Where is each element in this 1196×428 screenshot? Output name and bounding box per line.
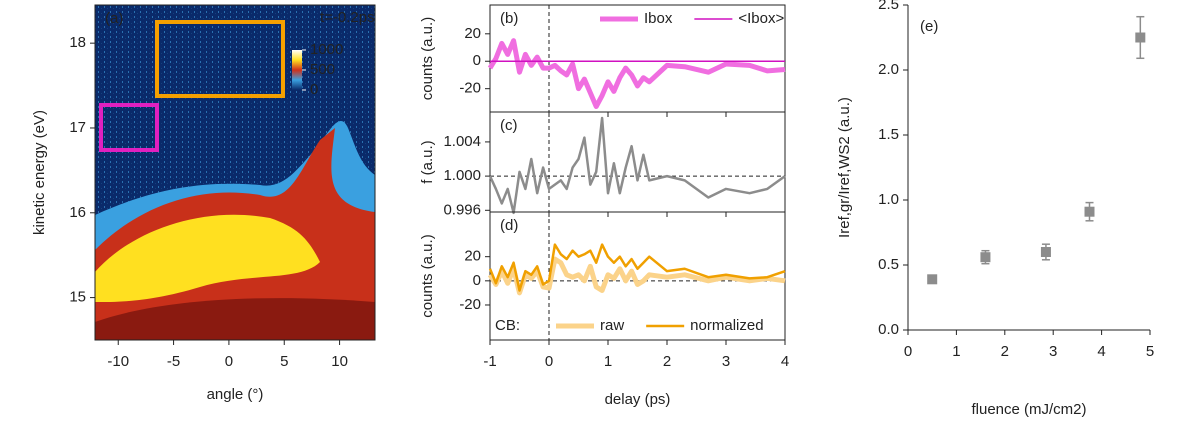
y-tick-label: 20 [464,248,481,265]
y-axis-label: kinetic energy (eV) [31,110,48,235]
x-tick-label: 2 [1001,343,1009,360]
x-tick-label: -5 [167,353,180,370]
legend-title: CB: [495,317,520,334]
x-tick-label: 10 [331,353,348,370]
point [980,252,991,263]
panel-label: (d) [500,217,518,234]
y-tick-label: 20 [464,25,481,42]
panel-label: (c) [500,117,518,134]
x-tick-label: 4 [1097,343,1105,360]
heatmap [95,5,375,340]
x-axis-label: fluence (mJ/cm2) [971,401,1086,418]
y-tick-label: 16 [69,204,86,221]
y-tick-label: 1.0 [878,191,899,208]
y-tick-label: 15 [69,289,86,306]
panel-label: (e) [920,18,938,35]
point [1040,247,1051,257]
point [1135,32,1146,43]
series-line [488,243,786,292]
x-axis-label: angle (°) [207,386,264,403]
x-tick-label: 3 [722,353,730,370]
colorbar [292,50,302,90]
y-tick-label: 0.0 [878,321,899,338]
axes [907,5,1150,331]
legend-label: <Ibox> [738,10,784,27]
x-axis-label: delay (ps) [605,391,671,408]
series-line [487,38,786,110]
plot-frame [489,111,786,213]
point [1084,206,1095,217]
y-axis-label: counts (a.u.) [419,17,436,100]
colorbar-label: 0 [310,81,318,98]
x-tick-label: 1 [604,353,612,370]
y-tick-label: 1.000 [443,167,481,184]
x-tick-label: -1 [483,353,496,370]
y-tick-label: 2.5 [878,0,899,13]
legend-label: Ibox [644,10,673,27]
series-line [488,116,786,215]
x-tick-label: 1 [952,343,960,360]
legend-label: normalized [690,317,763,334]
point [927,274,938,285]
x-tick-label: 0 [225,353,233,370]
x-tick-label: 5 [280,353,288,370]
x-tick-label: 4 [781,353,789,370]
y-tick-label: 1.004 [443,133,481,150]
colorbar-label: 500 [310,61,335,78]
y-axis-label: counts (a.u.) [419,234,436,317]
legend-label: raw [600,317,624,334]
y-tick-label: 18 [69,34,86,51]
y-tick-label: -20 [459,80,481,97]
x-tick-label: 5 [1146,343,1154,360]
panel-label: (a) [105,10,123,27]
y-tick-label: 0.5 [878,256,899,273]
x-tick-label: 0 [545,353,553,370]
x-tick-label: -10 [107,353,129,370]
y-tick-label: 1.5 [878,126,899,143]
y-axis-label: Iref,gr/Iref,WS2 (a.u.) [836,97,853,238]
x-tick-label: 2 [663,353,671,370]
roi-box [155,20,285,98]
colorbar-label: 1000 [310,41,343,58]
plot-frame [94,4,376,341]
panel-label: (b) [500,10,518,27]
x-tick-label: 3 [1049,343,1057,360]
annotation: t=-0.2ps [320,9,375,26]
y-tick-label: 0 [473,272,481,289]
y-tick-label: 0 [473,52,481,69]
y-tick-label: 17 [69,119,86,136]
y-axis-label: f (a.u.) [419,140,436,183]
x-tick-label: 0 [904,343,912,360]
reference-box [99,103,159,152]
y-tick-label: 2.0 [878,61,899,78]
y-tick-label: 0.996 [443,201,481,218]
y-tick-label: -20 [459,296,481,313]
